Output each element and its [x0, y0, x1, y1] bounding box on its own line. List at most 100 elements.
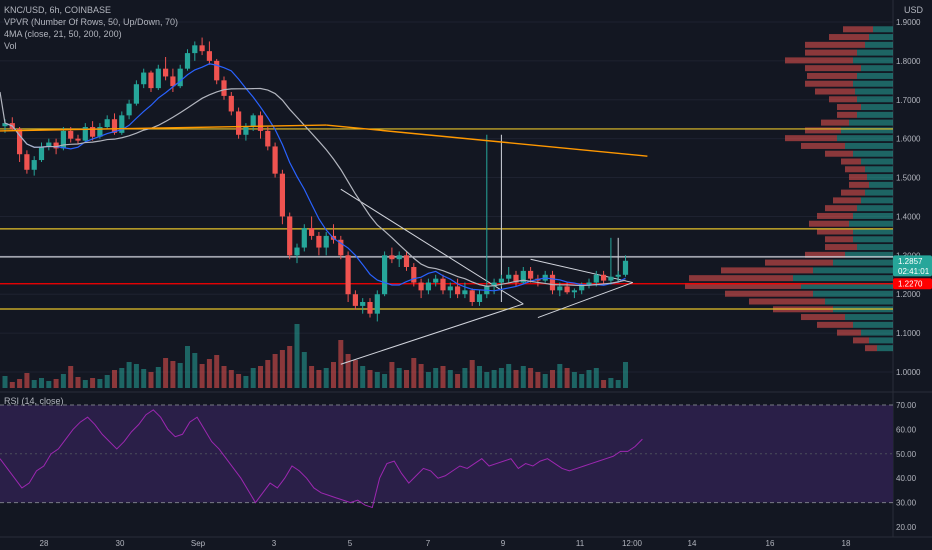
volume-bar: [177, 363, 183, 388]
price-axis[interactable]: 1.90001.80001.70001.60001.50001.40001.30…: [893, 18, 932, 532]
vp-row-up: [833, 259, 893, 266]
volume-bar: [279, 350, 285, 388]
candle-body: [309, 228, 315, 236]
candle-body: [476, 294, 483, 302]
time-tick-label: 14: [688, 539, 697, 548]
vol-legend[interactable]: Vol: [4, 41, 17, 51]
volume-bar: [506, 364, 512, 388]
volume-bar: [53, 379, 59, 388]
volume-bar: [170, 361, 176, 388]
volume-bar: [31, 380, 37, 388]
vp-row-down: [853, 337, 869, 344]
volume-bar: [579, 374, 585, 388]
volume-bar: [331, 362, 336, 388]
vp-row-up: [801, 282, 893, 289]
currency-label[interactable]: USD: [904, 5, 924, 15]
volume-bar: [374, 372, 380, 388]
vp-row-up: [867, 174, 893, 181]
vp-row-down: [809, 220, 849, 227]
candle-body: [528, 270, 534, 279]
vp-row-up: [857, 72, 893, 79]
candle-body: [170, 76, 176, 87]
candle-body: [440, 278, 446, 291]
rsi-pane: [0, 404, 893, 509]
volume-bar: [250, 368, 256, 388]
candle-body: [367, 302, 373, 314]
vp-row-up: [853, 57, 893, 64]
candle-body: [148, 72, 154, 89]
vp-row-up: [861, 197, 893, 204]
candle-body: [374, 294, 380, 314]
volume-bar: [46, 381, 52, 388]
vp-row-up: [865, 41, 893, 48]
volume-bar: [104, 375, 110, 388]
candle-body: [82, 127, 88, 141]
volume-bar: [2, 376, 8, 388]
vp-row-up: [869, 34, 893, 41]
last-price-tag-text: 02:41:01: [898, 267, 930, 276]
volume-bar: [382, 374, 388, 388]
candle-body: [593, 274, 599, 283]
vp-row-down: [825, 150, 853, 157]
volume-bar: [404, 370, 409, 388]
candle-body: [111, 119, 118, 133]
vp-row-down: [721, 267, 813, 274]
vpvr-legend[interactable]: VPVR (Number Of Rows, 50, Up/Down, 70): [4, 17, 179, 27]
vp-row-up: [861, 104, 893, 111]
volume-bar: [9, 382, 15, 388]
candle-body: [579, 284, 585, 291]
time-tick-label: 5: [348, 539, 353, 548]
vp-row-up: [825, 298, 893, 305]
rsi-legend[interactable]: RSI (14, close): [4, 396, 64, 406]
volume-bar: [301, 352, 307, 388]
candle-body: [199, 45, 205, 52]
vp-row-up: [877, 345, 893, 352]
candle-body: [104, 119, 110, 127]
volume-bar: [440, 366, 446, 388]
candle-body: [403, 255, 410, 267]
volume-bar: [550, 370, 555, 388]
candle-body: [352, 294, 358, 306]
vp-row-up: [855, 88, 893, 95]
time-axis[interactable]: 28 30 Sep 3 5 7 9 11 12:00 14 16 18: [40, 539, 851, 548]
volume-bar: [360, 366, 366, 388]
volume-bar: [418, 364, 424, 388]
ma-21-line: [4, 63, 626, 292]
candle-body: [2, 123, 8, 127]
vp-row-down: [845, 166, 865, 173]
vp-row-down: [825, 236, 853, 243]
volume-bar: [425, 372, 431, 388]
volume-bar: [469, 360, 475, 388]
vp-row-up: [865, 166, 893, 173]
volume-bar: [206, 359, 212, 388]
vp-row-up: [869, 337, 893, 344]
symbol-legend[interactable]: KNC/USD, 6h, COINBASE: [4, 5, 112, 15]
candle-body: [287, 216, 293, 256]
volume-bar: [615, 380, 621, 388]
candle-body: [24, 154, 30, 170]
vp-row-up: [849, 119, 893, 126]
volume-bar: [82, 380, 88, 388]
candles: [2, 37, 629, 322]
vp-row-up: [845, 314, 893, 321]
vp-row-down: [865, 345, 877, 352]
volume-bar: [163, 358, 169, 388]
candle-body: [46, 142, 52, 147]
volume-bar: [309, 366, 315, 388]
vp-row-up: [837, 135, 893, 142]
volume-bar: [287, 346, 293, 388]
volume-bar: [542, 374, 548, 388]
vp-row-down: [849, 181, 869, 188]
candle-body: [53, 142, 59, 149]
rsi-tick-label: 50.00: [896, 450, 917, 459]
time-tick-label: Sep: [191, 539, 206, 548]
volume-bar: [119, 368, 125, 388]
vp-row-up: [857, 49, 893, 56]
last-price-tag-text: 1.2857: [898, 257, 923, 266]
vp-row-down: [843, 26, 873, 33]
volume-bar: [498, 368, 504, 388]
volume-bar: [17, 379, 23, 388]
volume-bar: [133, 364, 139, 388]
ma-legend[interactable]: 4MA (close, 21, 50, 200, 200): [4, 29, 122, 39]
